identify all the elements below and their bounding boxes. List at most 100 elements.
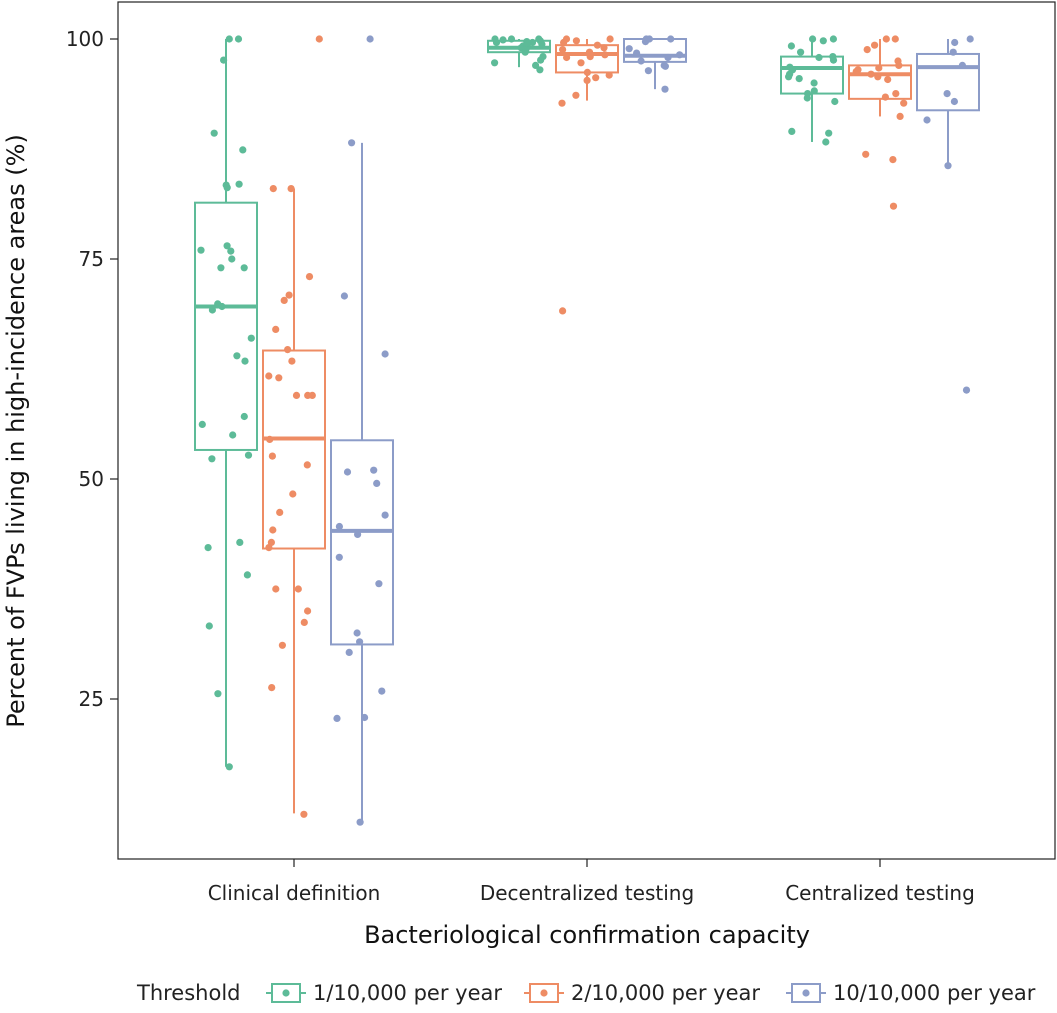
data-point — [661, 62, 670, 70]
data-point — [275, 374, 283, 382]
data-point — [521, 48, 529, 56]
data-point — [356, 638, 364, 646]
data-point — [863, 46, 871, 54]
data-point — [361, 713, 369, 722]
data-point — [227, 247, 235, 255]
data-point — [889, 156, 897, 164]
data-point — [966, 35, 974, 43]
box-group — [487, 35, 551, 74]
data-point — [375, 580, 383, 588]
data-point — [895, 61, 903, 69]
data-point — [228, 255, 236, 263]
data-point — [300, 618, 308, 627]
data-point — [198, 420, 206, 428]
data-point — [637, 57, 645, 65]
box-group — [194, 35, 258, 771]
data-point — [247, 334, 255, 342]
data-point — [884, 75, 892, 84]
data-point — [205, 622, 213, 630]
legend-title: Threshold — [136, 981, 241, 1005]
data-point — [220, 56, 228, 64]
data-point — [892, 90, 900, 98]
data-point — [667, 35, 675, 43]
data-point — [268, 684, 276, 692]
data-point — [559, 307, 567, 315]
data-point — [797, 48, 805, 56]
data-point — [605, 71, 613, 79]
data-point — [269, 185, 277, 193]
data-point — [265, 372, 273, 380]
data-point — [819, 37, 827, 45]
data-point — [492, 38, 501, 47]
data-point — [240, 264, 248, 272]
data-point — [661, 85, 669, 93]
box-group — [848, 35, 912, 210]
data-point — [507, 35, 516, 43]
data-point — [381, 350, 389, 358]
data-point — [241, 357, 249, 365]
data-point — [958, 61, 967, 69]
data-point — [601, 51, 609, 59]
x-category-label: Centralized testing — [785, 881, 975, 905]
y-axis-title: Percent of FVPs living in high-incidence… — [2, 134, 30, 728]
box — [262, 349, 326, 550]
data-point — [276, 508, 284, 516]
data-point — [560, 38, 568, 47]
legend-label: 1/10,000 per year — [313, 981, 502, 1005]
data-point — [225, 35, 233, 43]
box-group — [262, 35, 326, 818]
data-point — [491, 59, 499, 67]
data-point — [592, 74, 600, 82]
data-point — [266, 435, 274, 443]
data-point — [366, 35, 374, 43]
data-point — [625, 45, 633, 53]
data-point — [572, 91, 580, 99]
data-point — [572, 37, 581, 45]
data-point — [889, 202, 898, 210]
data-point — [292, 391, 301, 399]
data-point — [815, 53, 823, 62]
data-point — [810, 79, 818, 87]
data-point — [829, 56, 838, 64]
data-point — [244, 451, 253, 459]
data-point — [234, 35, 243, 43]
data-point — [944, 162, 952, 170]
data-point — [285, 291, 293, 299]
data-point — [225, 763, 233, 771]
y-tick-label-50: 50 — [79, 467, 104, 491]
data-point — [272, 325, 280, 333]
data-point — [223, 242, 231, 250]
data-point — [943, 90, 951, 98]
data-point — [875, 64, 883, 72]
data-point — [239, 146, 247, 154]
x-category-label: Decentralized testing — [480, 881, 694, 905]
data-point — [825, 129, 833, 137]
data-point — [300, 810, 308, 818]
data-point — [536, 66, 544, 74]
legend-label: 10/10,000 per year — [833, 981, 1036, 1005]
data-point — [378, 687, 386, 695]
data-point — [214, 690, 222, 698]
data-point — [240, 412, 248, 421]
y-tick-label-100: 100 — [66, 27, 104, 51]
data-point — [962, 386, 971, 394]
box-group — [555, 35, 619, 315]
legend-item: 1/10,000 per year — [266, 981, 502, 1005]
data-point — [785, 73, 793, 81]
data-point — [795, 75, 803, 83]
data-point — [373, 479, 381, 487]
box — [330, 439, 394, 646]
data-point — [923, 116, 931, 124]
data-point — [586, 53, 594, 61]
data-point — [871, 41, 879, 49]
data-point — [280, 296, 288, 304]
data-point — [499, 36, 507, 44]
data-point — [223, 184, 231, 192]
data-point — [315, 35, 323, 43]
data-point — [882, 35, 890, 43]
box — [623, 38, 687, 63]
data-point — [370, 466, 378, 474]
data-point — [218, 302, 226, 311]
data-point — [831, 97, 839, 106]
